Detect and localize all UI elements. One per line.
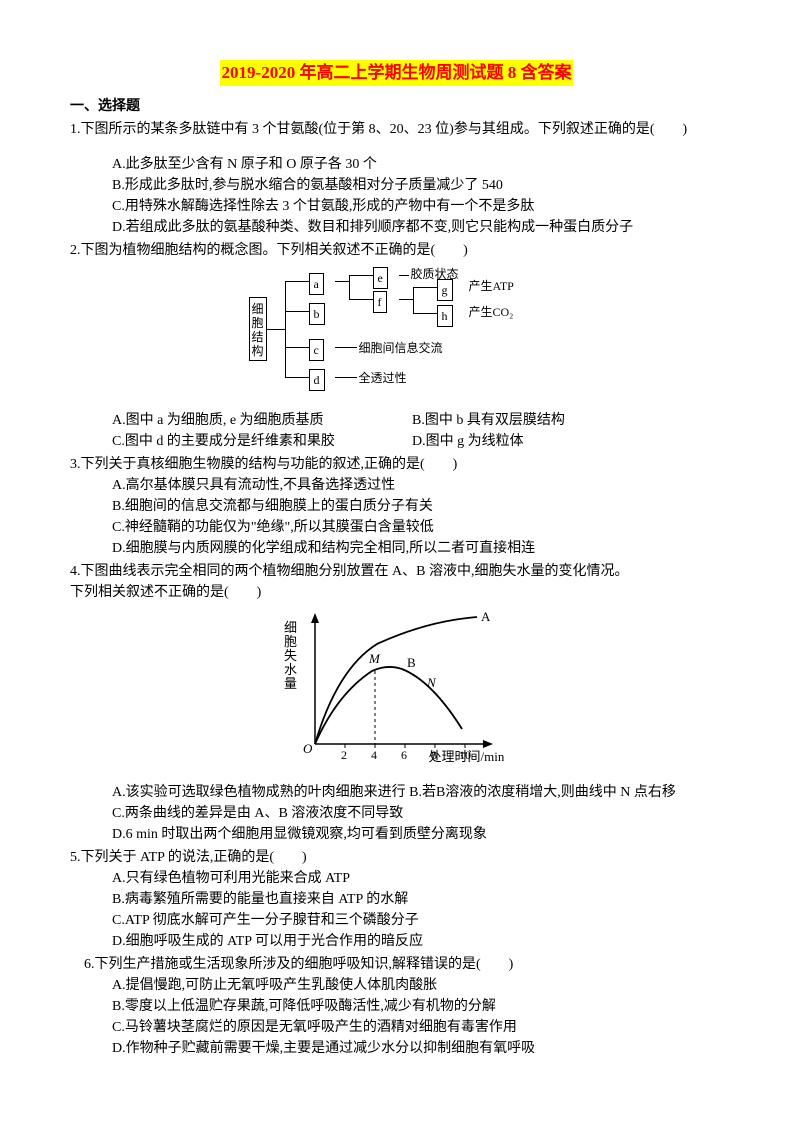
q4-option-ab: A.该实验可选取绿色植物成熟的叶肉细胞来进行 B.若B溶液的浓度稍增大,则曲线中…	[70, 782, 723, 803]
label-t4: 细胞间信息交流	[359, 339, 443, 357]
q5-option-d: D.细胞呼吸生成的 ATP 可以用于光合作用的暗反应	[70, 931, 723, 952]
chart-label-b: B	[407, 655, 416, 670]
question-6: 6.下列生产措施或生活现象所涉及的细胞呼吸知识,解释错误的是( )	[70, 954, 723, 975]
svg-text:2: 2	[341, 748, 347, 762]
chart-xlabel: 处理时间/min	[429, 747, 505, 767]
label-t2: 产生ATP	[469, 277, 514, 295]
label-t5: 全透过性	[359, 369, 407, 387]
node-b: b	[309, 303, 325, 325]
node-f: f	[373, 291, 387, 313]
question-1: 1.下图所示的某条多肽链中有 3 个甘氨酸(位于第 8、20、23 位)参与其组…	[70, 119, 723, 140]
node-e: e	[373, 267, 388, 289]
line-chart: A B M N O 2 4 6 8 10 细胞失水量 处理时间/min	[277, 609, 517, 769]
svg-text:4: 4	[371, 748, 377, 762]
node-h: h	[437, 305, 453, 327]
q5-option-c: C.ATP 彻底水解可产生一分子腺苷和三个磷酸分子	[70, 910, 723, 931]
chart-label-m: M	[368, 651, 381, 666]
q2-option-b: B.图中 b 具有双层膜结构	[412, 410, 565, 431]
label-t3: 产生CO₂	[469, 303, 514, 321]
svg-text:6: 6	[401, 748, 407, 762]
node-a: a	[309, 273, 324, 295]
q6-option-b: B.零度以上低温贮存果蔬,可降低呼吸酶活性,减少有机物的分解	[70, 996, 723, 1017]
concept-diagram: 细胞结构 a b c d e f g h 胶质状态 产生ATP 产生CO₂ 细胞…	[247, 267, 547, 397]
q1-option-d: D.若组成此多肽的氨基酸种类、数目和排列顺序都不变,则它只能构成一种蛋白质分子	[70, 217, 723, 238]
chart-label-n: N	[426, 675, 437, 690]
question-4-stem2: 下列相关叙述不正确的是( )	[70, 582, 723, 603]
chart-label-a: A	[481, 609, 491, 624]
label-t1: 胶质状态	[411, 265, 459, 283]
q2-option-a: A.图中 a 为细胞质, e 为细胞质基质	[112, 410, 412, 431]
q2-option-d: D.图中 g 为线粒体	[412, 431, 524, 452]
page-title: 2019-2020 年高二上学期生物周测试题 8 含答案	[220, 60, 574, 86]
node-d: d	[309, 369, 325, 391]
q6-option-a: A.提倡慢跑,可防止无氧呼吸产生乳酸使人体肌肉酸胀	[70, 975, 723, 996]
q1-option-a: A.此多肽至少含有 N 原子和 O 原子各 30 个	[70, 154, 723, 175]
question-3: 3.下列关于真核细胞生物膜的结构与功能的叙述,正确的是( )	[70, 454, 723, 475]
q6-option-d: D.作物种子贮藏前需要干燥,主要是通过减少水分以抑制细胞有氧呼吸	[70, 1038, 723, 1059]
diagram-root: 细胞结构	[249, 297, 267, 361]
q6-option-c: C.马铃薯块茎腐烂的原因是无氧呼吸产生的酒精对细胞有毒害作用	[70, 1017, 723, 1038]
q4-option-c: C.两条曲线的差异是由 A、B 溶液浓度不同导致	[70, 803, 723, 824]
q5-option-b: B.病毒繁殖所需要的能量也直接来自 ATP 的水解	[70, 889, 723, 910]
q3-option-a: A.高尔基体膜只具有流动性,不具备选择透过性	[70, 475, 723, 496]
question-4-stem1: 4.下图曲线表示完全相同的两个植物细胞分别放置在 A、B 溶液中,细胞失水量的变…	[70, 561, 723, 582]
q3-option-b: B.细胞间的信息交流都与细胞膜上的蛋白质分子有关	[70, 496, 723, 517]
question-2: 2.下图为植物细胞结构的概念图。下列相关叙述不正确的是( )	[70, 240, 723, 261]
question-5: 5.下列关于 ATP 的说法,正确的是( )	[70, 847, 723, 868]
q3-option-d: D.细胞膜与内质网膜的化学组成和结构完全相同,所以二者可直接相连	[70, 538, 723, 559]
chart-ylabel: 细胞失水量	[283, 621, 299, 691]
chart-label-o: O	[303, 741, 313, 756]
q4-option-d: D.6 min 时取出两个细胞用显微镜观察,均可看到质壁分离现象	[70, 824, 723, 845]
q2-option-c: C.图中 d 的主要成分是纤维素和果胶	[112, 431, 412, 452]
node-c: c	[309, 339, 324, 361]
q5-option-a: A.只有绿色植物可利用光能来合成 ATP	[70, 868, 723, 889]
section-heading: 一、选择题	[70, 96, 723, 117]
q1-option-c: C.用特殊水解酶选择性除去 3 个甘氨酸,形成的产物中有一个不是多肽	[70, 196, 723, 217]
q3-option-c: C.神经髓鞘的功能仅为"绝缘",所以其膜蛋白含量较低	[70, 517, 723, 538]
q1-option-b: B.形成此多肽时,参与脱水缩合的氨基酸相对分子质量减少了 540	[70, 175, 723, 196]
